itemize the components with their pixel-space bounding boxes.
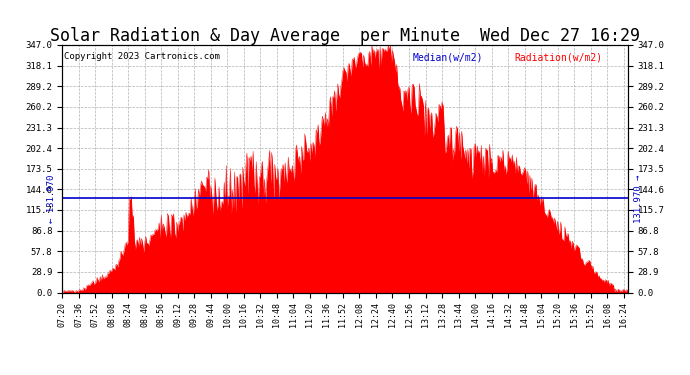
Text: Median(w/m2): Median(w/m2) xyxy=(413,53,484,62)
Text: 131.970 →: 131.970 → xyxy=(633,174,642,222)
Text: Copyright 2023 Cartronics.com: Copyright 2023 Cartronics.com xyxy=(63,53,219,62)
Text: Radiation(w/m2): Radiation(w/m2) xyxy=(515,53,603,62)
Title: Solar Radiation & Day Average  per Minute  Wed Dec 27 16:29: Solar Radiation & Day Average per Minute… xyxy=(50,27,640,45)
Text: ← 131.970: ← 131.970 xyxy=(48,174,57,222)
